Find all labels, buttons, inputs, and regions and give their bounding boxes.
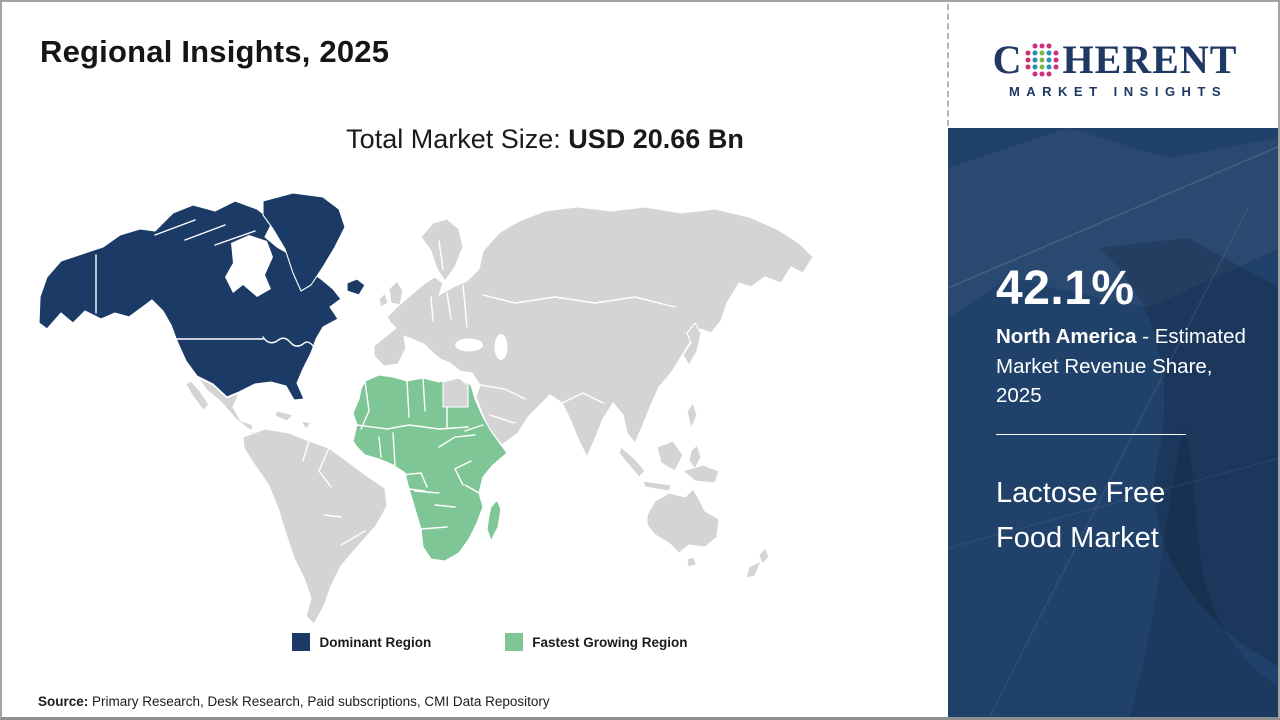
map-legend: Dominant Region Fastest Growing Region [35,633,945,651]
world-map-svg [38,192,814,625]
dashed-divider [947,4,949,126]
company-logo: C HERENT MARKET INSIGHTS [950,0,1280,128]
map-water-cutouts [225,235,508,360]
map-fastest-growing-region [352,374,508,562]
sidebar-content: 42.1% North America - Estimated Market R… [948,128,1280,561]
market-size-value: USD 20.66 Bn [568,124,744,154]
dominant-region-swatch-icon [292,633,311,651]
stat-description: North America - Estimated Market Revenue… [996,322,1258,409]
source-line: Source: Primary Research, Desk Research,… [38,694,550,709]
globe-dots-icon [1025,43,1059,76]
source-text: Primary Research, Desk Research, Paid su… [88,694,550,709]
stat-desc-text: - Estimated Market Revenue Share, 2025 [996,325,1246,407]
legend-item-dominant: Dominant Region [292,633,431,651]
sidebar-panel: 42.1% North America - Estimated Market R… [948,128,1280,720]
map-country-borders [95,219,676,546]
sidebar-watermark [948,128,1280,720]
stat-region: North America [996,325,1137,349]
logo-letter-c: C [992,36,1023,82]
market-name: Lactose Free Food Market [996,476,1166,554]
world-map [35,185,945,625]
fastest-growing-region-swatch-icon [505,633,524,651]
logo-subtitle: MARKET INSIGHTS [1008,83,1228,99]
map-dominant-region [38,192,366,401]
sidebar-divider-line [996,433,1186,435]
market-size-label: Total Market Size: [346,124,569,154]
page-title: Regional Insights, 2025 [40,34,390,69]
legend-label-dominant: Dominant Region [319,634,432,650]
logo-word-rest: HERENT [1062,36,1238,82]
source-label: Source: [38,694,89,709]
legend-label-fastest-growing: Fastest Growing Region [532,634,688,650]
map-egypt [442,377,469,408]
total-market-size: Total Market Size: USD 20.66 Bn [90,124,1000,155]
logo-wordmark: C HERENT [992,36,1238,82]
legend-item-fastest-growing: Fastest Growing Region [505,633,688,651]
stat-value: 42.1% [996,262,1135,315]
